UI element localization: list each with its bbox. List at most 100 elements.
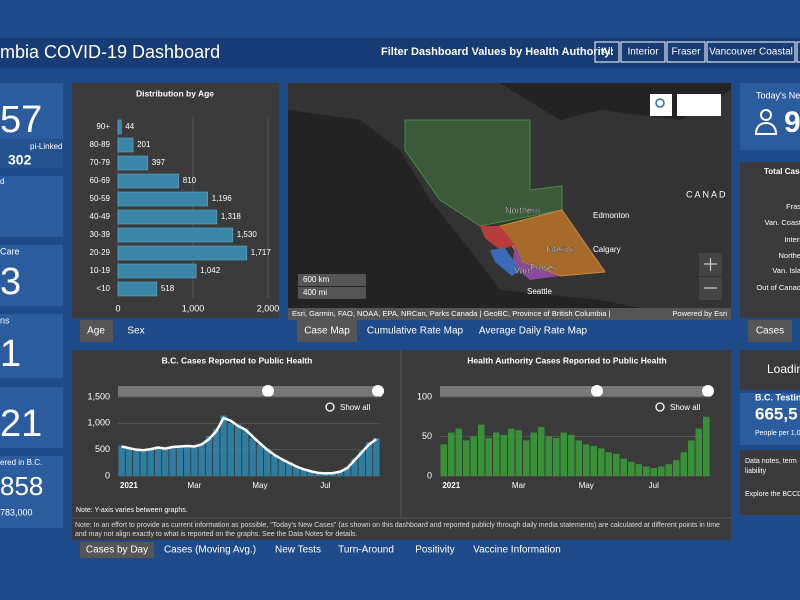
- filter-button[interactable]: [706, 41, 796, 63]
- slider-handle[interactable]: [702, 385, 714, 397]
- time-slider[interactable]: [440, 386, 711, 397]
- list-item: Van. Coast: [764, 218, 800, 227]
- zoom-icons: [704, 258, 717, 289]
- x-tick-label: Mar: [512, 481, 526, 490]
- bar: [125, 448, 133, 476]
- tab[interactable]: Cases: [756, 326, 784, 337]
- tab[interactable]: Cases (Moving Avg.): [164, 545, 256, 556]
- filter-button[interactable]: [594, 41, 620, 63]
- chart-note: Note: Y-axis varies between graphs.: [76, 507, 188, 514]
- y-tick-label: 60-69: [90, 176, 111, 185]
- chart-title: Health Authority Cases Reported to Publi…: [467, 355, 666, 365]
- tab[interactable]: Positivity: [415, 545, 454, 556]
- filter-button[interactable]: [620, 41, 666, 63]
- filter-label: Filter Dashboard Values by Health Author…: [381, 46, 614, 58]
- kpi-label: d: [0, 177, 4, 186]
- home-button[interactable]: [677, 94, 699, 116]
- tab[interactable]: Average Daily Rate Map: [479, 326, 588, 337]
- bar: [455, 428, 462, 476]
- bar: [635, 464, 642, 476]
- time-slider[interactable]: [118, 386, 382, 397]
- search-button[interactable]: [650, 94, 672, 116]
- bar: [680, 452, 687, 476]
- filter-button-label[interactable]: Vancouver Coastal: [709, 47, 793, 58]
- slider-handle[interactable]: [372, 385, 384, 397]
- x-tick-label: Jul: [320, 481, 330, 490]
- bar: [545, 436, 552, 476]
- panel: [0, 314, 63, 378]
- bar: [133, 450, 140, 476]
- tab[interactable]: Cases by Day: [86, 545, 148, 556]
- kpi-sub: 302: [8, 152, 32, 168]
- bar: [703, 416, 710, 476]
- list-item: Out of Canad: [756, 283, 800, 292]
- kpi-value: 57: [0, 99, 42, 141]
- bar: [242, 428, 249, 476]
- show-all[interactable]: Show all: [670, 403, 700, 412]
- bar: [583, 444, 590, 476]
- x-tick-label: 2021: [120, 481, 138, 490]
- panel: [740, 450, 800, 515]
- kpi-value: 858: [0, 471, 43, 501]
- tab[interactable]: Case Map: [304, 326, 350, 337]
- bar: [117, 263, 197, 279]
- value-label: 1,717: [251, 248, 272, 257]
- tab[interactable]: Cumulative Rate Map: [367, 326, 464, 337]
- basemap-button[interactable]: [699, 94, 721, 116]
- filter-button[interactable]: [796, 41, 800, 63]
- y-tick-label: 100: [417, 391, 432, 401]
- tab-selected: [748, 320, 792, 342]
- tab-selected[interactable]: [297, 320, 357, 342]
- y-tick-label: 40-49: [90, 212, 111, 221]
- bar: [205, 435, 213, 476]
- map-region: [512, 245, 560, 280]
- scale-box: [298, 274, 366, 286]
- bar: [264, 448, 271, 476]
- filter-button-label[interactable]: Fraser: [672, 47, 702, 58]
- line: [121, 416, 378, 475]
- bar: [553, 438, 560, 476]
- tab[interactable]: Vaccine Information: [473, 545, 561, 556]
- y-tick-label: 1,500: [87, 391, 110, 401]
- filter-button[interactable]: [666, 41, 706, 63]
- kpi-value: 665,5: [755, 404, 798, 423]
- show-all[interactable]: Show all: [340, 403, 370, 412]
- list-item: Interi: [784, 235, 800, 244]
- bar: [590, 445, 597, 476]
- kpi-sub: 783,000: [0, 507, 33, 517]
- bar: [117, 137, 134, 153]
- bar: [598, 448, 605, 476]
- bar: [227, 423, 234, 476]
- bar: [358, 450, 365, 476]
- panel: [0, 83, 63, 139]
- map-region-label: Northern: [505, 205, 540, 215]
- value-label: 201: [137, 140, 151, 149]
- value-label: 44: [125, 122, 134, 131]
- kpi-sub: People per 1,0: [755, 430, 800, 437]
- tab[interactable]: Turn-Around: [338, 545, 394, 556]
- bar: [695, 428, 702, 476]
- tab[interactable]: Age: [87, 326, 105, 337]
- map-scale: 400 mi: [303, 288, 327, 297]
- filter-button-label[interactable]: All: [601, 47, 612, 58]
- map-place-label: Seattle: [527, 287, 552, 296]
- slider-handle[interactable]: [591, 385, 603, 397]
- y-tick-label: 0: [427, 470, 432, 480]
- y-tick-label: 30-39: [90, 230, 111, 239]
- kpi-label: ered in B.C.: [0, 458, 42, 467]
- bar: [147, 448, 154, 476]
- bar: [351, 458, 358, 476]
- bar: [117, 281, 158, 297]
- slider-handle[interactable]: [262, 385, 274, 397]
- tab-selected[interactable]: [80, 320, 113, 342]
- tab[interactable]: Sex: [127, 326, 144, 337]
- tab-selected[interactable]: [80, 542, 154, 558]
- filter-button-label[interactable]: Interior: [627, 47, 659, 58]
- value-label: 1,196: [212, 194, 233, 203]
- bar: [365, 442, 373, 476]
- bar: [140, 449, 147, 476]
- bar: [485, 438, 492, 476]
- bar: [575, 440, 582, 476]
- tab[interactable]: New Tests: [275, 545, 321, 556]
